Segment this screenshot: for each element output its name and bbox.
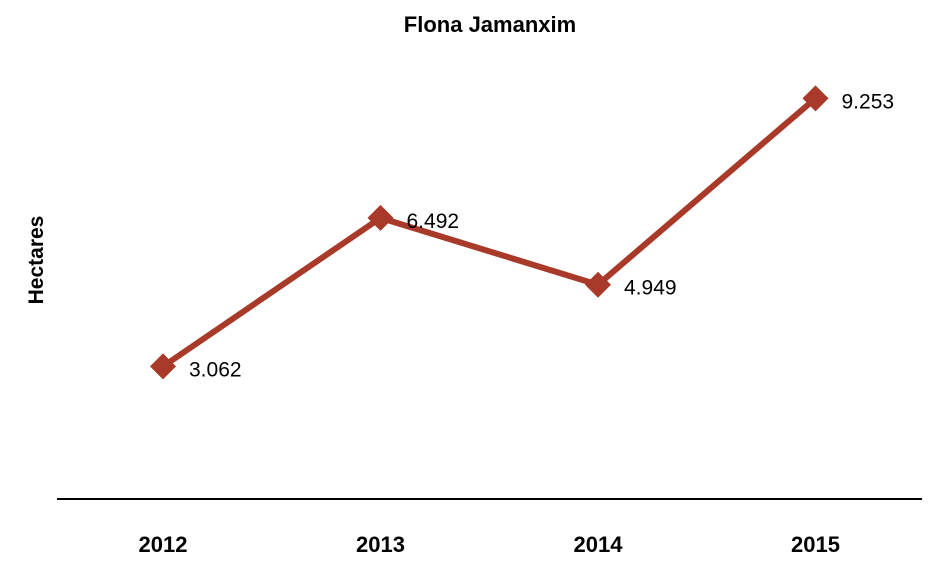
data-label: 9.253 (842, 90, 895, 113)
data-point-marker (585, 271, 611, 298)
series-layer: 3.062 6.492 4.949 9.253 (150, 85, 894, 381)
data-point-marker (367, 204, 394, 231)
x-tick-label: 2014 (574, 532, 624, 557)
x-tick-label: 2015 (791, 532, 840, 557)
series-line (161, 96, 818, 369)
x-tick-label: 2013 (356, 532, 405, 557)
x-tick-labels: 2012 2013 2014 2015 (139, 532, 840, 557)
chart-title: Flona Jamanxim (403, 12, 577, 37)
data-point-marker (150, 353, 176, 380)
data-label: 4.949 (624, 277, 677, 300)
data-point-marker (802, 85, 829, 112)
data-label: 6.492 (407, 210, 460, 233)
x-tick-label: 2012 (139, 532, 188, 557)
data-label: 3.062 (189, 358, 242, 381)
